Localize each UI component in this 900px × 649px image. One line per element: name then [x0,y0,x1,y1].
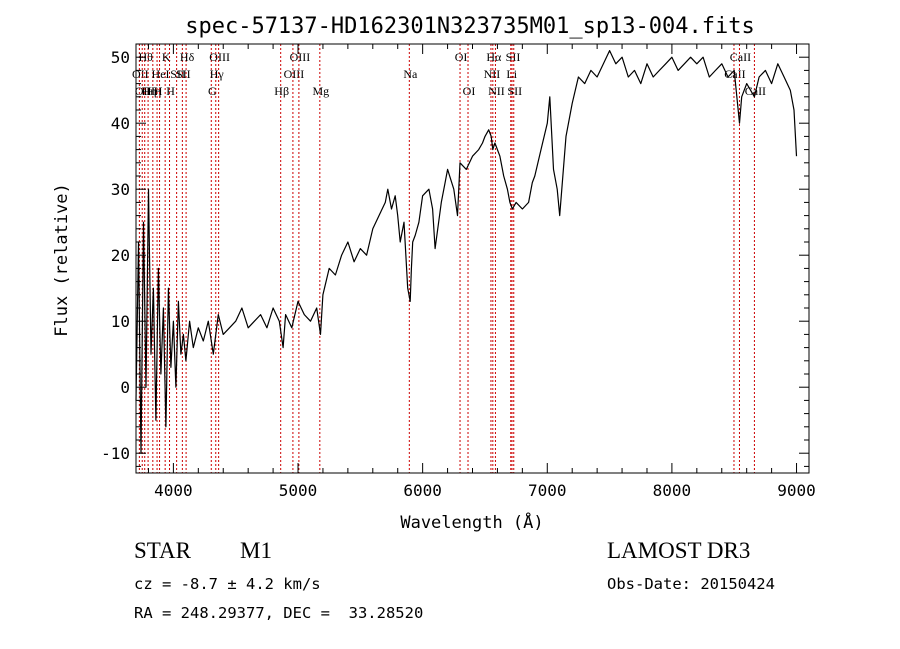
line-marker-label: OIII [209,50,230,64]
line-marker-label: OIII [290,50,311,64]
y-tick-label: -10 [101,444,130,463]
line-marker-label: Hδ [180,50,195,64]
line-marker-label: Mg [312,84,329,98]
line-marker-label: SII [507,84,522,98]
line-marker-label: Hβ [274,84,289,98]
obs-date: Obs-Date: 20150424 [607,575,775,593]
line-marker-label: Hγ [210,67,225,81]
line-marker-label: OI [463,84,476,98]
line-marker-label: K [162,50,171,64]
y-tick-label: 0 [120,378,130,397]
subclass: M1 [240,538,272,563]
spectrum-line [135,49,798,454]
line-marker-label: HeI [152,67,170,81]
chart-title: spec-57137-HD162301N323735M01_sp13-004.f… [185,14,755,39]
line-marker-label: SII [506,50,521,64]
plot-frame [135,43,810,474]
line-marker-label: Na [403,67,418,81]
y-tick-label: 50 [111,48,130,67]
axes: 4000 5000 6000 7000 8000 9000 -10 0 10 20 30 40 50 [101,43,816,500]
x-tick-label: 7000 [528,481,567,500]
line-marker-label: G [208,84,217,98]
line-marker-label: OII [132,67,149,81]
line-marker-label: Hη [142,84,157,98]
coordinates: RA = 248.29377, DEC = 33.28520 [134,604,424,622]
x-tick-label: 9000 [777,481,816,500]
line-marker-label: Hα [486,50,502,64]
line-marker-label: OIII [284,67,305,81]
line-marker-label: CaII [730,50,751,64]
line-marker-label: OI [455,50,468,64]
x-tick-label: 6000 [403,481,442,500]
spectrum-series [135,49,798,454]
line-marker-label: SII [170,67,185,81]
x-tick-label: 5000 [279,481,318,500]
y-tick-label: 30 [111,180,130,199]
survey-name: LAMOST DR3 [607,538,751,563]
y-tick-label: 40 [111,114,130,133]
object-type: STAR [134,538,191,563]
line-marker-label: H [154,84,163,98]
line-marker-label: SII [176,67,191,81]
y-tick-label: 10 [111,312,130,331]
x-tick-label: 4000 [154,481,193,500]
x-axis-label: Wavelength (Å) [400,511,543,533]
y-axis-label: Flux (relative) [52,183,72,337]
line-marker-label: OII [135,84,152,98]
y-tick-label: 20 [111,246,130,265]
line-marker-label: Hη [146,84,161,98]
line-marker-label: H [166,84,175,98]
x-tick-label: 8000 [653,481,692,500]
line-marker-label: NII [488,84,505,98]
line-markers: OIIOIIHθHηHηHHeIKHSIISIIHδGHγOIIIHβOIIIO… [132,44,766,473]
line-marker-label: NII [484,67,501,81]
redshift-text: cz = -8.7 ± 4.2 km/s [134,575,321,593]
